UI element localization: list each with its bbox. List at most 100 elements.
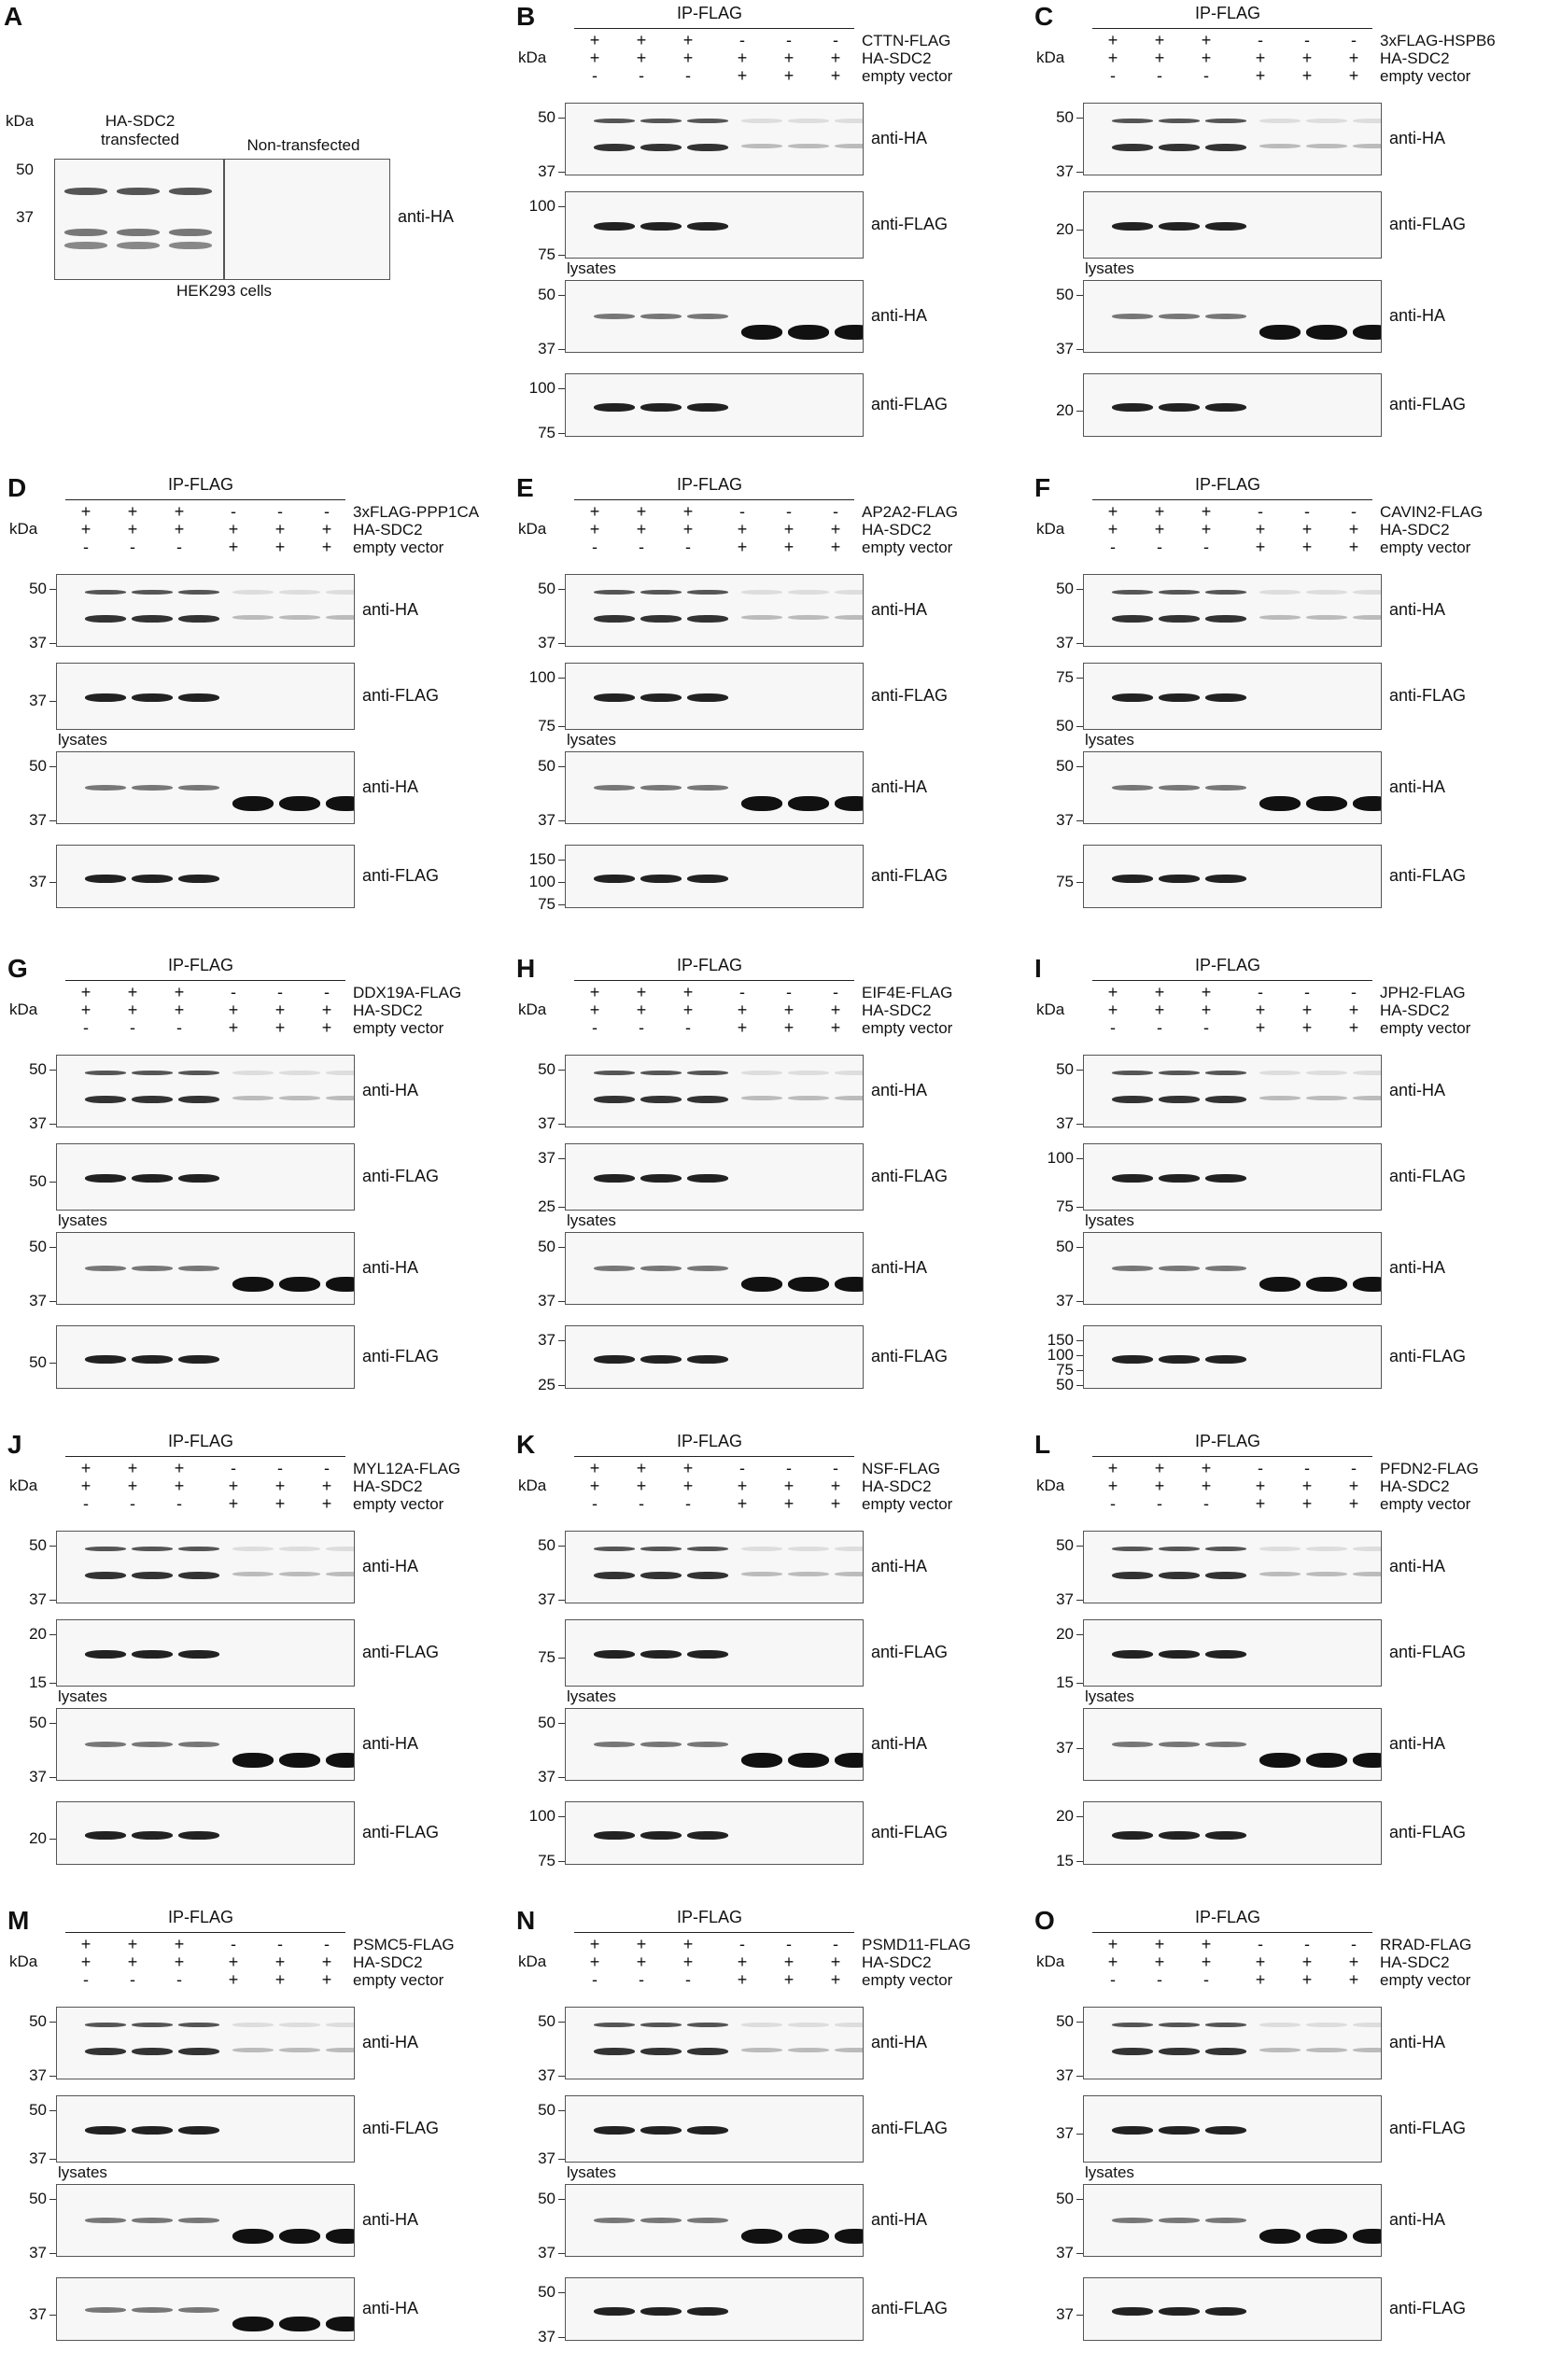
band	[687, 1095, 728, 1103]
condition-sign: +	[1154, 1459, 1165, 1477]
band	[687, 2126, 728, 2135]
condition-sign: +	[636, 502, 647, 521]
band	[326, 2047, 354, 2052]
mw-marker: 50	[1056, 2012, 1074, 2030]
blot-lysate-upper	[565, 2184, 864, 2257]
band	[640, 1546, 682, 1551]
condition-sign: +	[783, 49, 795, 67]
condition-sign: -	[739, 502, 745, 521]
band	[640, 2126, 682, 2135]
band	[85, 1742, 126, 1748]
panel-letter: G	[7, 954, 28, 983]
band	[594, 2047, 635, 2055]
band	[594, 402, 635, 412]
band	[132, 693, 173, 703]
band	[594, 314, 635, 320]
band	[279, 2228, 320, 2244]
band	[1205, 874, 1246, 883]
condition-sign: +	[1348, 1494, 1359, 1513]
mw-tick	[49, 1777, 56, 1778]
band	[687, 693, 728, 703]
band	[1306, 143, 1347, 148]
condition-sign: -	[833, 502, 838, 521]
panel-letter: C	[1034, 2, 1054, 31]
band	[1159, 1546, 1200, 1551]
band	[1353, 1546, 1381, 1551]
condition-sign: -	[176, 1494, 182, 1513]
band	[594, 1830, 635, 1840]
kda-label: kDa	[9, 1477, 38, 1494]
band	[640, 314, 682, 320]
antibody-label: anti-FLAG	[1389, 1167, 1467, 1185]
band	[232, 1752, 274, 1768]
band	[594, 693, 635, 703]
condition-sign: +	[127, 502, 138, 521]
condition-sign: -	[176, 538, 182, 556]
panel-f: F IP-FLAG + + + - - - CAVIN2-FLAG + + + + + + HA-SDC2- -…	[1027, 471, 1540, 938]
antibody-label: anti-HA	[362, 2210, 419, 2229]
mw-tick	[1076, 1634, 1083, 1635]
mw-marker: 20	[1056, 1625, 1074, 1643]
condition-label: empty vector	[1380, 539, 1471, 556]
mw-tick	[558, 904, 565, 905]
condition-sign: +	[127, 1477, 138, 1495]
blot-lysate-upper	[1083, 2184, 1382, 2257]
condition-sign: -	[1157, 1494, 1162, 1513]
band	[1306, 1095, 1347, 1100]
band	[85, 2047, 126, 2055]
mw-tick	[558, 643, 565, 644]
panel-i: I IP-FLAG + + + - - - JPH2-FLAG + + + + + + HA-SDC2- - - +…	[1027, 952, 1540, 1419]
condition-label: empty vector	[353, 1495, 444, 1513]
lysates-label: lysates	[567, 1211, 616, 1229]
band	[1205, 1095, 1246, 1103]
condition-sign: -	[592, 1970, 598, 1989]
band	[1112, 614, 1153, 623]
band	[132, 1650, 173, 1659]
condition-sign: -	[231, 1459, 236, 1477]
band	[640, 2306, 682, 2316]
mw-marker: 50	[1056, 1376, 1074, 1393]
condition-sign: +	[1255, 538, 1266, 556]
band	[741, 1070, 782, 1075]
mw-marker: 100	[528, 873, 556, 890]
blot-lysate-upper	[1083, 751, 1382, 824]
band	[788, 1276, 829, 1292]
band	[1112, 589, 1153, 595]
condition-label: empty vector	[353, 1019, 444, 1037]
band	[788, 1752, 829, 1768]
mw-marker: 37	[538, 2066, 556, 2084]
band	[741, 1095, 782, 1100]
condition-sign: -	[1110, 66, 1116, 85]
band	[1259, 143, 1301, 148]
antibody-label: anti-FLAG	[871, 686, 949, 705]
blot-ip-upper	[565, 1055, 864, 1127]
band	[132, 614, 173, 623]
band	[1112, 1546, 1153, 1551]
band	[1112, 1742, 1153, 1748]
condition-sign: +	[321, 1970, 332, 1989]
condition-sign: -	[786, 983, 792, 1001]
condition-sign: -	[1304, 1459, 1310, 1477]
mw-tick	[558, 2022, 565, 2023]
band	[1159, 2022, 1200, 2027]
ip-header: IP-FLAG	[1194, 475, 1260, 494]
band	[741, 1276, 782, 1292]
band	[788, 143, 829, 148]
band	[788, 1546, 829, 1551]
condition-sign: +	[830, 520, 841, 539]
band	[85, 874, 126, 883]
mw-tick	[49, 820, 56, 821]
band	[232, 1546, 274, 1551]
band	[835, 795, 863, 811]
lysates-label: lysates	[567, 2163, 616, 2181]
band	[1112, 1571, 1153, 1579]
condition-label: RRAD-FLAG	[1380, 1936, 1472, 1953]
panel-letter: L	[1034, 1430, 1051, 1459]
condition-sign: +	[1201, 983, 1212, 1001]
band	[835, 2047, 863, 2052]
condition-sign: +	[589, 1001, 600, 1019]
antibody-label: anti-HA	[1389, 1557, 1446, 1575]
band	[1259, 118, 1301, 123]
band	[178, 2126, 219, 2135]
antibody-label: anti-FLAG	[871, 2119, 949, 2137]
